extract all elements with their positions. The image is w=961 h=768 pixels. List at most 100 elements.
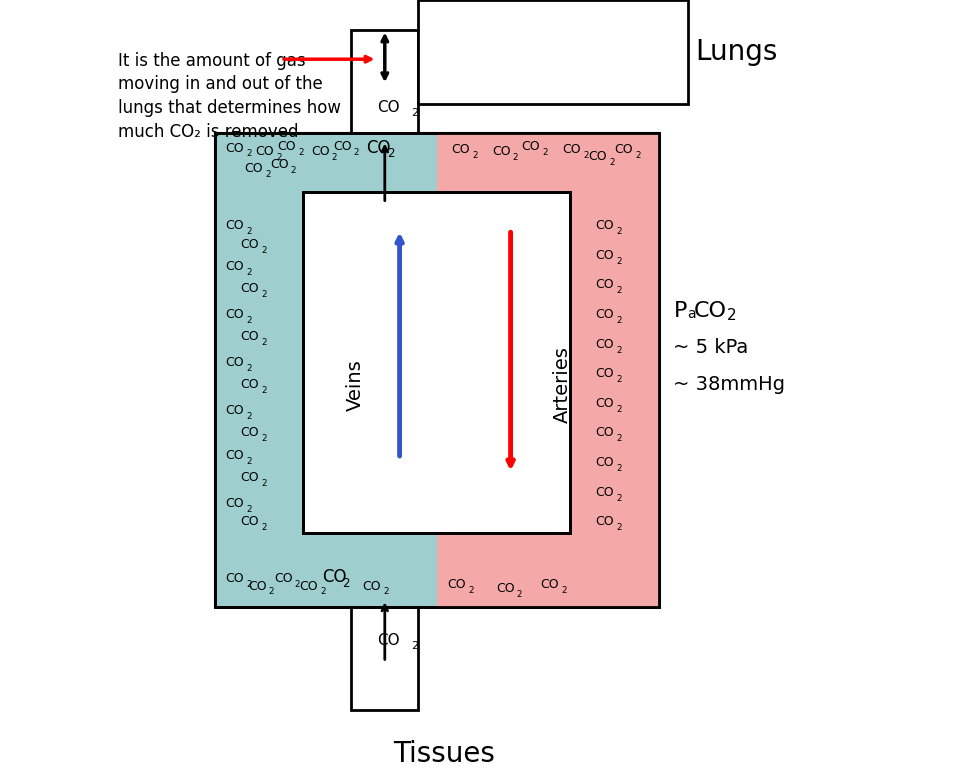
- Text: 2: 2: [261, 246, 266, 255]
- Text: 2: 2: [410, 641, 417, 651]
- Text: 2: 2: [516, 590, 522, 599]
- Text: CO: CO: [595, 249, 614, 262]
- Text: 2: 2: [468, 586, 474, 595]
- Text: CO: CO: [595, 485, 614, 498]
- Text: CO: CO: [333, 140, 352, 153]
- Text: CO: CO: [588, 151, 606, 164]
- Text: CO: CO: [613, 143, 632, 156]
- Text: CO: CO: [377, 633, 400, 647]
- Text: CO: CO: [240, 471, 259, 484]
- Text: CO: CO: [521, 140, 540, 153]
- Text: 2: 2: [542, 148, 548, 157]
- Text: 2: 2: [246, 316, 252, 325]
- Text: 2: 2: [342, 577, 350, 590]
- Text: 2: 2: [290, 166, 296, 174]
- Text: CO: CO: [366, 139, 390, 157]
- Text: 2: 2: [354, 148, 358, 157]
- Text: CO: CO: [226, 141, 244, 154]
- Text: ~ 38mmHg: ~ 38mmHg: [673, 376, 784, 394]
- Text: P: P: [673, 301, 686, 321]
- Bar: [436, 133, 658, 607]
- Text: CO: CO: [495, 582, 514, 594]
- Text: Arteries: Arteries: [553, 346, 571, 423]
- Text: 2: 2: [616, 464, 621, 473]
- Text: 2: 2: [246, 364, 252, 373]
- Text: 2: 2: [246, 580, 252, 589]
- Text: CO: CO: [300, 580, 318, 593]
- Text: CO: CO: [447, 578, 466, 591]
- Text: CO: CO: [377, 100, 400, 114]
- Text: 2: 2: [332, 153, 336, 162]
- Text: 2: 2: [616, 375, 621, 384]
- Text: 2: 2: [512, 153, 518, 162]
- Text: CO: CO: [240, 330, 259, 343]
- Text: 2: 2: [616, 405, 621, 414]
- Text: 2: 2: [246, 227, 252, 236]
- Text: 2: 2: [246, 412, 252, 421]
- Text: CO: CO: [562, 143, 580, 156]
- Text: 2: 2: [294, 580, 300, 589]
- Text: 2: 2: [268, 588, 274, 597]
- Text: 2: 2: [616, 523, 621, 532]
- Bar: [418, 0, 687, 104]
- Bar: [303, 193, 569, 533]
- Text: 2: 2: [608, 158, 614, 167]
- Text: 2: 2: [410, 108, 417, 118]
- Text: CO: CO: [240, 238, 259, 250]
- Text: Veins: Veins: [345, 359, 364, 411]
- Text: 2: 2: [246, 268, 252, 276]
- Text: 2: 2: [616, 316, 621, 325]
- Text: CO: CO: [240, 379, 259, 392]
- Text: CO: CO: [595, 426, 614, 439]
- Text: CO: CO: [310, 145, 329, 158]
- Bar: [214, 133, 658, 607]
- Text: CO: CO: [362, 580, 381, 593]
- Text: CO: CO: [492, 145, 510, 158]
- Text: 2: 2: [261, 435, 266, 443]
- Text: 2: 2: [616, 494, 621, 502]
- Bar: [351, 607, 418, 710]
- Text: 2: 2: [386, 147, 394, 161]
- Text: CO: CO: [226, 497, 244, 510]
- Text: 2: 2: [264, 170, 270, 179]
- Text: CO: CO: [255, 145, 274, 158]
- Text: CO: CO: [595, 397, 614, 410]
- Text: CO: CO: [226, 308, 244, 321]
- Text: CO: CO: [595, 279, 614, 291]
- FancyBboxPatch shape: [436, 133, 658, 607]
- Text: CO: CO: [226, 572, 244, 585]
- Text: 2: 2: [246, 456, 252, 465]
- Text: 2: 2: [261, 290, 266, 299]
- Text: 2: 2: [276, 153, 282, 162]
- Text: CO: CO: [595, 367, 614, 380]
- Text: 2: 2: [298, 148, 304, 157]
- Text: 2: 2: [261, 338, 266, 347]
- Text: 2: 2: [261, 523, 266, 532]
- Text: It is the amount of gas
moving in and out of the
lungs that determines how
much : It is the amount of gas moving in and ou…: [118, 51, 341, 141]
- Text: CO: CO: [595, 308, 614, 321]
- Text: CO: CO: [248, 580, 266, 593]
- Text: CO: CO: [240, 515, 259, 528]
- Bar: [214, 133, 658, 607]
- Bar: [351, 30, 418, 133]
- Text: CO: CO: [270, 157, 288, 170]
- Text: 2: 2: [246, 150, 252, 158]
- Text: CO: CO: [595, 456, 614, 469]
- Text: 2: 2: [616, 286, 621, 296]
- Text: CO: CO: [240, 426, 259, 439]
- Text: CO: CO: [274, 572, 292, 585]
- Text: CO: CO: [694, 301, 727, 321]
- Text: 2: 2: [616, 227, 621, 236]
- Text: 2: 2: [616, 257, 621, 266]
- Text: 2: 2: [560, 586, 566, 595]
- Text: CO: CO: [322, 568, 346, 586]
- Text: 2: 2: [472, 151, 477, 160]
- Text: CO: CO: [226, 219, 244, 232]
- Text: CO: CO: [244, 162, 262, 175]
- Text: 2: 2: [634, 151, 640, 160]
- Text: a: a: [686, 307, 695, 322]
- Text: CO: CO: [226, 356, 244, 369]
- Text: 2: 2: [616, 346, 621, 355]
- Text: CO: CO: [277, 140, 296, 153]
- Text: CO: CO: [226, 449, 244, 462]
